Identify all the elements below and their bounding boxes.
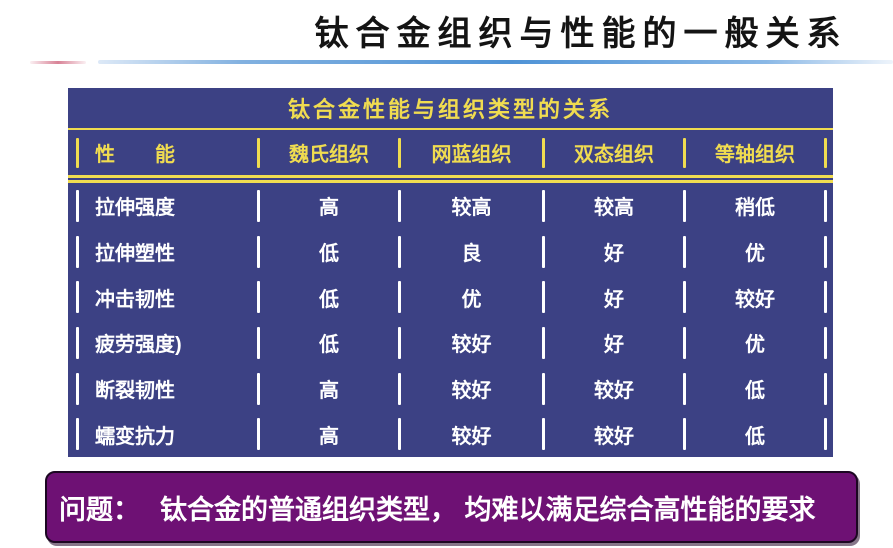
column-separator xyxy=(257,372,260,405)
column-separator xyxy=(398,372,401,405)
column-separator xyxy=(398,418,401,451)
table-row: 蠕变抗力 高 较好 较好 低 xyxy=(68,411,833,457)
column-separator xyxy=(257,235,260,268)
row-value: 高 xyxy=(319,425,339,448)
column-separator xyxy=(76,281,79,314)
row-value: 稍低 xyxy=(735,197,775,220)
column-separator xyxy=(683,235,686,268)
column-separator xyxy=(76,418,79,451)
table-title-divider xyxy=(68,128,833,130)
row-value: 较高 xyxy=(451,197,492,220)
column-separator xyxy=(398,326,401,359)
column-separator xyxy=(398,235,401,268)
row-value: 低 xyxy=(745,425,765,448)
column-separator xyxy=(683,137,686,168)
row-value: 较好 xyxy=(735,288,775,311)
column-separator xyxy=(683,189,686,222)
problem-banner: 问题： 钛合金的普通组织类型， 均难以满足综合高性能的要求 xyxy=(45,471,858,543)
column-separator xyxy=(257,326,260,359)
table-row: 拉伸强度 高 较高 较高 稍低 xyxy=(68,183,833,229)
row-value: 优 xyxy=(745,243,765,265)
column-separator xyxy=(76,372,79,405)
column-separator xyxy=(76,189,79,222)
table-row: 疲劳强度) 低 较好 好 优 xyxy=(68,320,833,366)
column-separator xyxy=(542,372,545,405)
properties-table: 钛合金性能与组织类型的关系 性 能 魏氏组织 网蓝组织 双态组织 等轴组织 拉伸… xyxy=(68,88,833,457)
row-value: 优 xyxy=(461,288,482,311)
table-title: 钛合金性能与组织类型的关系 xyxy=(287,97,613,122)
table-body: 拉伸强度 高 较高 较高 稍低 拉伸塑性 低 良 好 xyxy=(68,183,833,457)
row-value: 较好 xyxy=(451,380,492,403)
row-label: 冲击韧性 xyxy=(95,288,175,311)
title-underline-blue xyxy=(98,60,893,64)
problem-banner-text: 钛合金的普通组织类型， 均难以满足综合高性能的要求 xyxy=(160,494,816,525)
column-separator xyxy=(257,137,260,168)
table-header-row: 性 能 魏氏组织 网蓝组织 双态组织 等轴组织 xyxy=(68,130,833,175)
problem-banner-prefix: 问题： xyxy=(59,494,140,525)
table-row: 冲击韧性 低 优 好 较好 xyxy=(68,274,833,320)
column-separator xyxy=(257,418,260,451)
column-separator xyxy=(824,418,827,451)
column-separator xyxy=(398,137,401,168)
column-separator xyxy=(542,235,545,268)
row-value: 低 xyxy=(319,334,339,357)
column-separator xyxy=(683,372,686,405)
row-value: 低 xyxy=(745,380,765,403)
row-value: 好 xyxy=(604,334,624,357)
column-separator xyxy=(76,137,79,168)
column-separator xyxy=(824,281,827,314)
column-separator xyxy=(824,189,827,222)
column-separator xyxy=(542,418,545,451)
row-label: 拉伸塑性 xyxy=(95,243,175,265)
row-value: 较好 xyxy=(451,425,492,448)
header-widmanstatten: 魏氏组织 xyxy=(289,144,369,166)
header-bimodal: 双态组织 xyxy=(574,144,654,166)
column-separator xyxy=(824,235,827,268)
header-property: 性 能 xyxy=(95,144,175,166)
title-underline-pink-segment xyxy=(30,61,86,64)
row-label: 断裂韧性 xyxy=(95,380,175,403)
header-equiaxed: 等轴组织 xyxy=(715,144,795,166)
column-separator xyxy=(542,189,545,222)
table-row: 拉伸塑性 低 良 好 优 xyxy=(68,229,833,275)
header-divider xyxy=(68,175,833,183)
column-separator xyxy=(76,235,79,268)
header-basketweave: 网蓝组织 xyxy=(431,144,512,166)
column-separator xyxy=(683,281,686,314)
row-value: 较高 xyxy=(594,197,634,220)
column-separator xyxy=(824,372,827,405)
column-separator xyxy=(398,189,401,222)
row-label: 拉伸强度 xyxy=(95,197,175,220)
column-separator xyxy=(398,281,401,314)
column-separator xyxy=(257,189,260,222)
row-value: 高 xyxy=(319,197,339,220)
row-value: 好 xyxy=(604,288,624,311)
row-value: 良 xyxy=(461,243,482,265)
column-separator xyxy=(824,326,827,359)
column-separator xyxy=(824,137,827,168)
slide-title: 钛合金组织与性能的一般关系 xyxy=(314,15,848,53)
row-value: 好 xyxy=(604,243,624,265)
column-separator xyxy=(76,326,79,359)
row-value: 较好 xyxy=(594,425,634,448)
column-separator xyxy=(683,326,686,359)
table-row: 断裂韧性 高 较好 较好 低 xyxy=(68,366,833,412)
row-value: 较好 xyxy=(451,334,492,357)
column-separator xyxy=(542,281,545,314)
row-value: 低 xyxy=(319,288,339,311)
column-separator xyxy=(542,137,545,168)
row-value: 较好 xyxy=(594,380,634,403)
row-value: 低 xyxy=(319,243,339,265)
row-value: 高 xyxy=(319,380,339,403)
column-separator xyxy=(257,281,260,314)
row-label: 疲劳强度) xyxy=(95,334,182,357)
row-label: 蠕变抗力 xyxy=(95,425,175,448)
column-separator xyxy=(542,326,545,359)
row-value: 优 xyxy=(745,334,765,357)
column-separator xyxy=(683,418,686,451)
